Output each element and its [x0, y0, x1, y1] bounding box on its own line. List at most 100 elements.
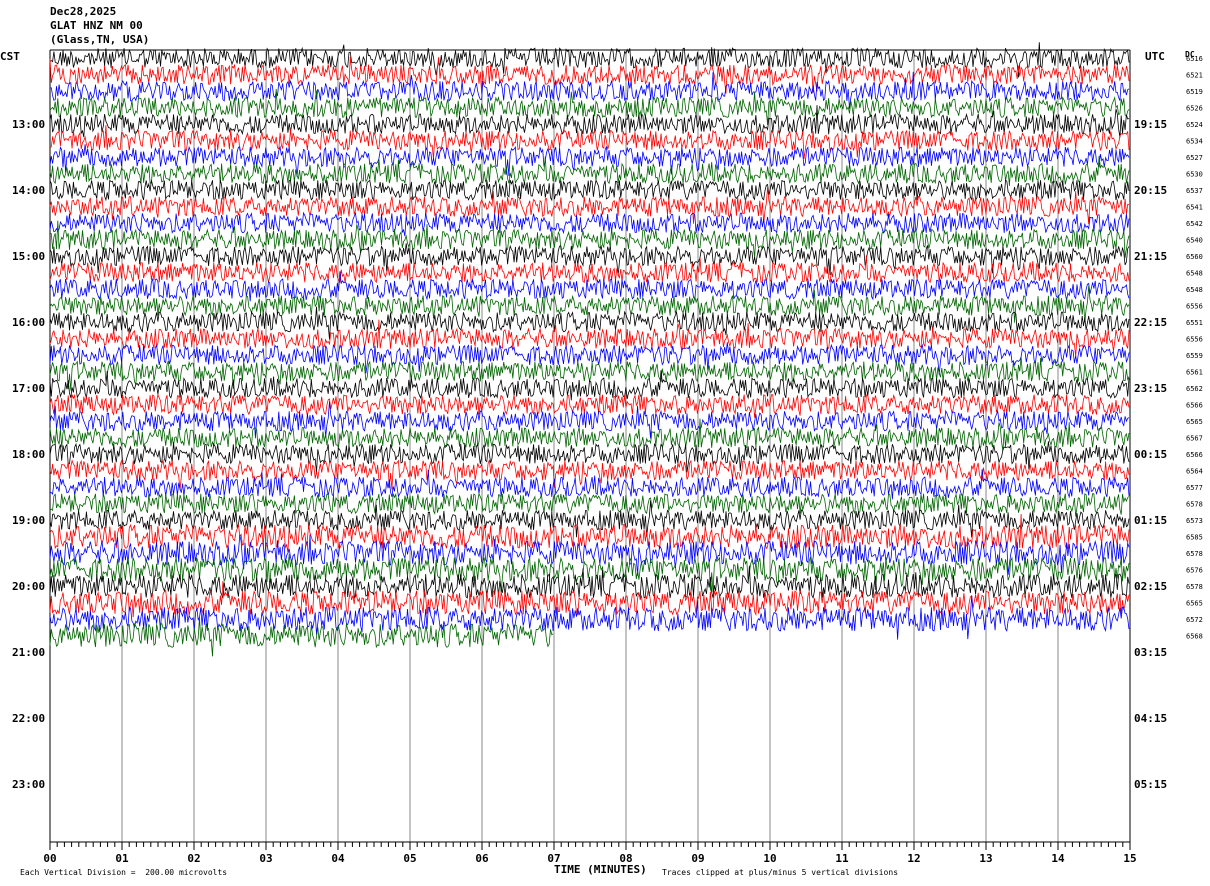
dc-offset-label: 6573: [1186, 517, 1203, 525]
dc-offset-label: 6578: [1186, 501, 1203, 509]
trace-line-20: [49, 370, 1130, 401]
trace-line-31: [49, 554, 1130, 594]
amplitude-scale-note: Each Vertical Division = 200.00 microvol…: [20, 868, 228, 877]
left-hour-label: 13:00: [12, 118, 45, 131]
plot-date: Dec28,2025: [50, 5, 117, 18]
x-tick-label: 06: [475, 852, 489, 865]
trace-line-1: [49, 56, 1130, 94]
dc-offset-label: 6578: [1186, 550, 1203, 558]
left-timezone-label: CST: [0, 50, 20, 63]
dc-label: DC: [1185, 50, 1195, 59]
dc-offset-label: 6577: [1186, 484, 1203, 492]
x-tick-label: 07: [547, 852, 560, 865]
right-hour-label: 03:15: [1134, 646, 1167, 659]
dc-offset-label: 6537: [1186, 187, 1203, 195]
x-tick-label: 08: [619, 852, 632, 865]
trace-line-30: [49, 534, 1130, 576]
left-hour-label: 20:00: [12, 580, 45, 593]
dc-offset-label: 6556: [1186, 336, 1203, 344]
trace-line-16: [49, 306, 1130, 340]
dc-offset-label: 6572: [1186, 616, 1203, 624]
x-tick-label: 10: [763, 852, 776, 865]
trace-line-21: [49, 393, 1130, 418]
dc-offset-label: 6548: [1186, 270, 1203, 278]
dc-offset-label: 6534: [1186, 138, 1203, 146]
trace-line-25: [49, 459, 1130, 491]
time-axis: [49, 841, 1131, 850]
x-tick-label: 03: [259, 852, 272, 865]
x-tick-label: 01: [115, 852, 129, 865]
x-tick-label: 13: [979, 852, 992, 865]
dc-offset-label: 6566: [1186, 451, 1203, 459]
left-hour-label: 15:00: [12, 250, 45, 263]
trace-line-12: [49, 243, 1130, 276]
dc-offset-label: 6542: [1186, 220, 1203, 228]
trace-line-26: [49, 469, 1130, 500]
dc-offset-label: 6526: [1186, 105, 1203, 113]
dc-offset-label: 6568: [1186, 633, 1203, 641]
dc-offset-label: 6548: [1186, 286, 1203, 294]
trace-line-35: [49, 617, 554, 657]
trace-line-28: [49, 500, 1130, 538]
dc-offset-label: 6541: [1186, 204, 1203, 212]
x-tick-label: 14: [1051, 852, 1065, 865]
x-tick-label: 00: [43, 852, 56, 865]
dc-offset-label: 6567: [1186, 435, 1203, 443]
trace-line-7: [49, 155, 1130, 186]
trace-line-13: [49, 255, 1130, 284]
dc-offset-label: 6519: [1186, 88, 1203, 96]
trace-line-27: [49, 492, 1130, 517]
dc-offset-label: 6578: [1186, 583, 1203, 591]
right-hour-label: 23:15: [1134, 382, 1167, 395]
station-location: (Glass,TN, USA): [50, 33, 150, 46]
x-tick-label: 09: [691, 852, 704, 865]
seismic-traces: [49, 42, 1130, 657]
station-code: GLAT HNZ NM 00: [50, 19, 143, 32]
dc-offset-label: 6565: [1186, 418, 1203, 426]
trace-line-6: [49, 144, 1130, 177]
left-hour-label: 18:00: [12, 448, 45, 461]
trace-line-0: [49, 42, 1130, 78]
left-hour-label: 22:00: [12, 712, 45, 725]
clip-note: Traces clipped at plus/minus 5 vertical …: [662, 868, 899, 877]
dc-offset-label: 6560: [1186, 253, 1203, 261]
trace-line-11: [49, 220, 1130, 259]
left-hour-label: 23:00: [12, 778, 45, 791]
axis-labels: 00 01 02 03 04 05 06 07 08 09 10 11 12 13 14 15 13:00 14:…: [12, 55, 1203, 865]
right-hour-label: 20:15: [1134, 184, 1167, 197]
x-tick-label: 12: [907, 852, 920, 865]
left-hour-label: 14:00: [12, 184, 45, 197]
x-tick-label: 04: [331, 852, 345, 865]
dc-offset-label: 6530: [1186, 171, 1203, 179]
dc-offset-label: 6551: [1186, 319, 1203, 327]
dc-offset-label: 6566: [1186, 402, 1203, 410]
trace-line-3: [49, 88, 1130, 126]
right-hour-label: 19:15: [1134, 118, 1167, 131]
dc-offset-label: 6527: [1186, 154, 1203, 162]
trace-line-22: [49, 401, 1130, 439]
dc-offset-label: 6561: [1186, 369, 1203, 377]
x-tick-label: 05: [403, 852, 416, 865]
trace-line-5: [49, 125, 1130, 160]
dc-offset-label: 6516: [1186, 55, 1203, 63]
right-hour-label: 01:15: [1134, 514, 1167, 527]
trace-line-15: [49, 285, 1130, 323]
right-hour-label: 21:15: [1134, 250, 1167, 263]
x-axis-title: TIME (MINUTES): [554, 863, 647, 876]
trace-line-4: [49, 105, 1130, 138]
dc-offset-label: 6565: [1186, 600, 1203, 608]
left-hour-label: 17:00: [12, 382, 45, 395]
right-hour-label: 22:15: [1134, 316, 1167, 329]
left-hour-label: 21:00: [12, 646, 45, 659]
x-tick-label: 02: [187, 852, 200, 865]
trace-line-10: [49, 211, 1130, 237]
left-hour-label: 16:00: [12, 316, 45, 329]
right-hour-label: 04:15: [1134, 712, 1167, 725]
right-timezone-label: UTC: [1145, 50, 1165, 63]
dc-offset-label: 6576: [1186, 567, 1203, 575]
trace-line-2: [49, 71, 1130, 109]
trace-line-9: [49, 186, 1130, 225]
dc-offset-label: 6521: [1186, 72, 1203, 80]
trace-line-24: [49, 441, 1130, 473]
